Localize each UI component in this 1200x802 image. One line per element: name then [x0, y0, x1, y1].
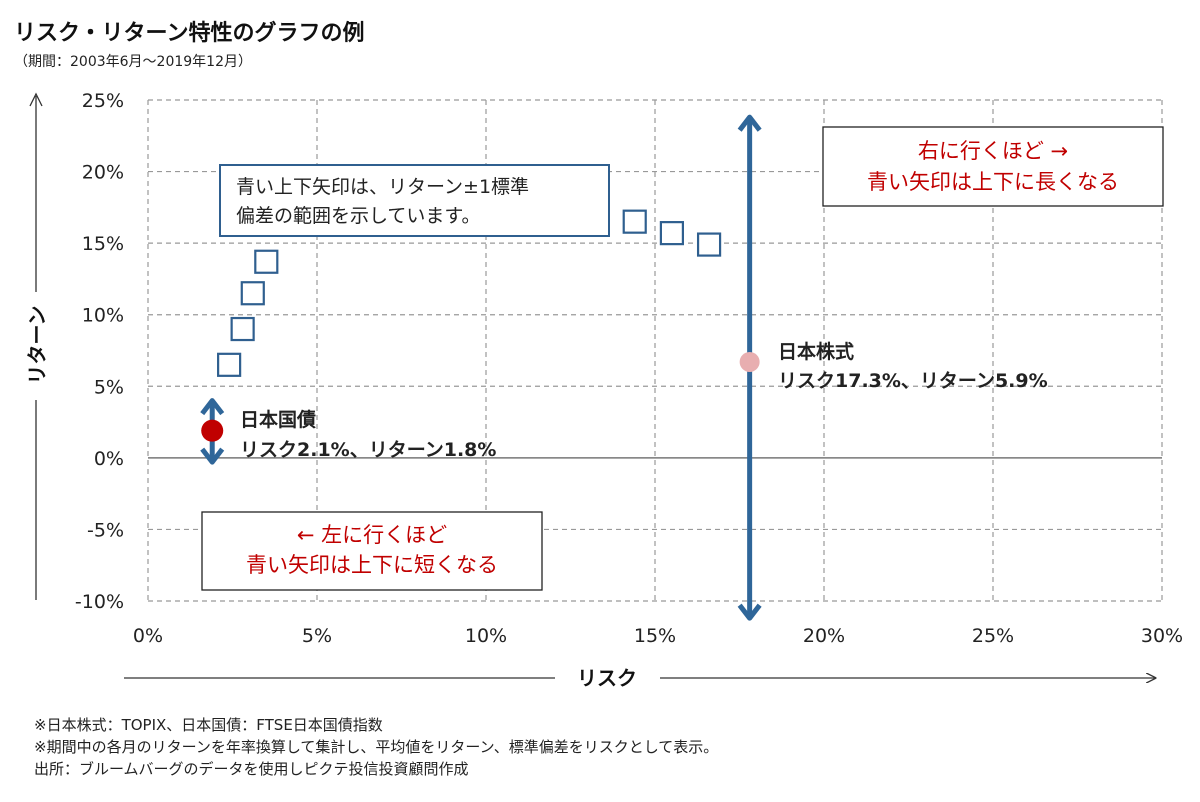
x-tick-label: 20%	[803, 625, 845, 647]
y-tick-label: -10%	[75, 591, 124, 613]
y-ticks: 25% 20% 15% 10% 5% 0% -5% -10%	[75, 90, 124, 613]
square-marker	[622, 209, 647, 234]
x-tick-label: 5%	[302, 625, 332, 647]
bond-value-label: リスク2.1%、リターン1.8%	[240, 439, 496, 461]
marks	[200, 114, 762, 621]
note-line-1: 青い上下矢印は、リターン±1標準	[236, 176, 529, 198]
x-tick-label: 30%	[1141, 625, 1183, 647]
square-marker	[240, 281, 265, 306]
x-tick-label: 15%	[634, 625, 676, 647]
y-tick-label: 5%	[94, 376, 124, 398]
right-box	[822, 126, 1164, 207]
chart-title: リスク・リターン特性のグラフの例	[14, 20, 364, 46]
arrowhead-up	[737, 114, 762, 132]
bond-point	[201, 419, 224, 442]
square-marker	[659, 221, 685, 246]
left-box-line-1: ← 左に行くほど	[297, 523, 447, 547]
note-box	[219, 164, 610, 237]
footnote-1: ※日本株式：TOPIX、日本国債：FTSE日本国債指数	[34, 716, 383, 734]
y-tick-label: -5%	[87, 519, 124, 541]
stock-point	[739, 351, 760, 372]
arrowhead-up	[200, 398, 225, 416]
square-marker	[254, 249, 279, 274]
x-tick-label: 10%	[465, 625, 507, 647]
footnote-2: ※期間中の各月のリターンを年率換算して集計し、平均値をリターン、標準偏差をリスク…	[34, 738, 718, 756]
x-tick-label: 0%	[133, 625, 163, 647]
x-axis-label: リスク	[577, 666, 637, 690]
y-axis-arrowhead	[29, 92, 43, 107]
y-tick-label: 25%	[82, 90, 124, 112]
arrowhead-down	[737, 603, 762, 621]
y-tick-label: 20%	[82, 162, 124, 184]
arrowhead-down	[200, 447, 225, 465]
stock-value-label: リスク17.3%、リターン5.9%	[778, 370, 1048, 392]
left-box-line-2: 青い矢印は上下に短くなる	[246, 553, 498, 577]
bond-name-label: 日本国債	[240, 408, 316, 431]
right-box-line-1: 右に行くほど →	[918, 139, 1068, 163]
y-tick-label: 10%	[82, 305, 124, 327]
stock-name-label: 日本株式	[778, 340, 854, 363]
footnote-3: 出所：ブルームバーグのデータを使用しピクテ投信投資顧問作成	[34, 760, 469, 778]
x-tick-label: 25%	[972, 625, 1014, 647]
left-box	[201, 511, 543, 591]
x-ticks: 0% 5% 10% 15% 20% 25% 30%	[133, 625, 1183, 647]
chart-subtitle: （期間：2003年6月～2019年12月）	[14, 54, 252, 70]
square-marker	[230, 316, 255, 342]
y-tick-label: 15%	[82, 233, 124, 255]
y-axis-label: リターン	[25, 306, 49, 385]
square-marker	[696, 232, 722, 257]
note-line-2: 偏差の範囲を示しています。	[236, 205, 481, 227]
y-tick-label: 0%	[94, 448, 124, 470]
right-box-line-2: 青い矢印は上下に長くなる	[867, 170, 1119, 194]
square-marker	[217, 352, 242, 377]
